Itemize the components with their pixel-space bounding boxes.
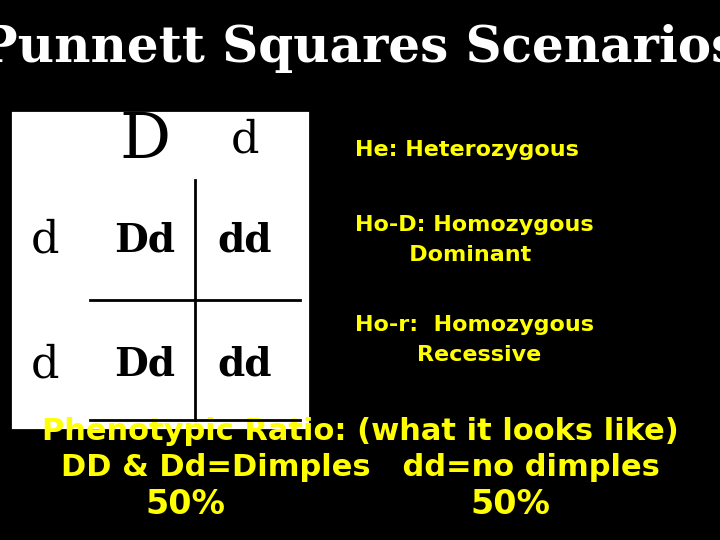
Text: 50%: 50% <box>145 489 225 522</box>
Text: Punnett Squares Scenarios: Punnett Squares Scenarios <box>0 24 720 73</box>
Text: D: D <box>120 110 171 171</box>
Text: d: d <box>31 343 59 387</box>
Text: dd: dd <box>217 346 272 384</box>
Bar <box>10 110 310 430</box>
Text: Phenotypic Ratio: (what it looks like): Phenotypic Ratio: (what it looks like) <box>42 417 678 447</box>
Text: Ho-D: Homozygous: Ho-D: Homozygous <box>355 215 593 235</box>
Text: dd: dd <box>217 221 272 259</box>
Text: Dd: Dd <box>114 221 176 259</box>
Text: d: d <box>230 118 259 161</box>
Text: Dominant: Dominant <box>355 245 531 265</box>
Text: DD & Dd=Dimples   dd=no dimples: DD & Dd=Dimples dd=no dimples <box>60 454 660 483</box>
Text: Recessive: Recessive <box>355 345 541 365</box>
Text: He: Heterozygous: He: Heterozygous <box>355 140 579 160</box>
Text: Dd: Dd <box>114 346 176 384</box>
Text: 50%: 50% <box>470 489 550 522</box>
Text: d: d <box>31 218 59 261</box>
Text: Ho-r:  Homozygous: Ho-r: Homozygous <box>355 315 594 335</box>
